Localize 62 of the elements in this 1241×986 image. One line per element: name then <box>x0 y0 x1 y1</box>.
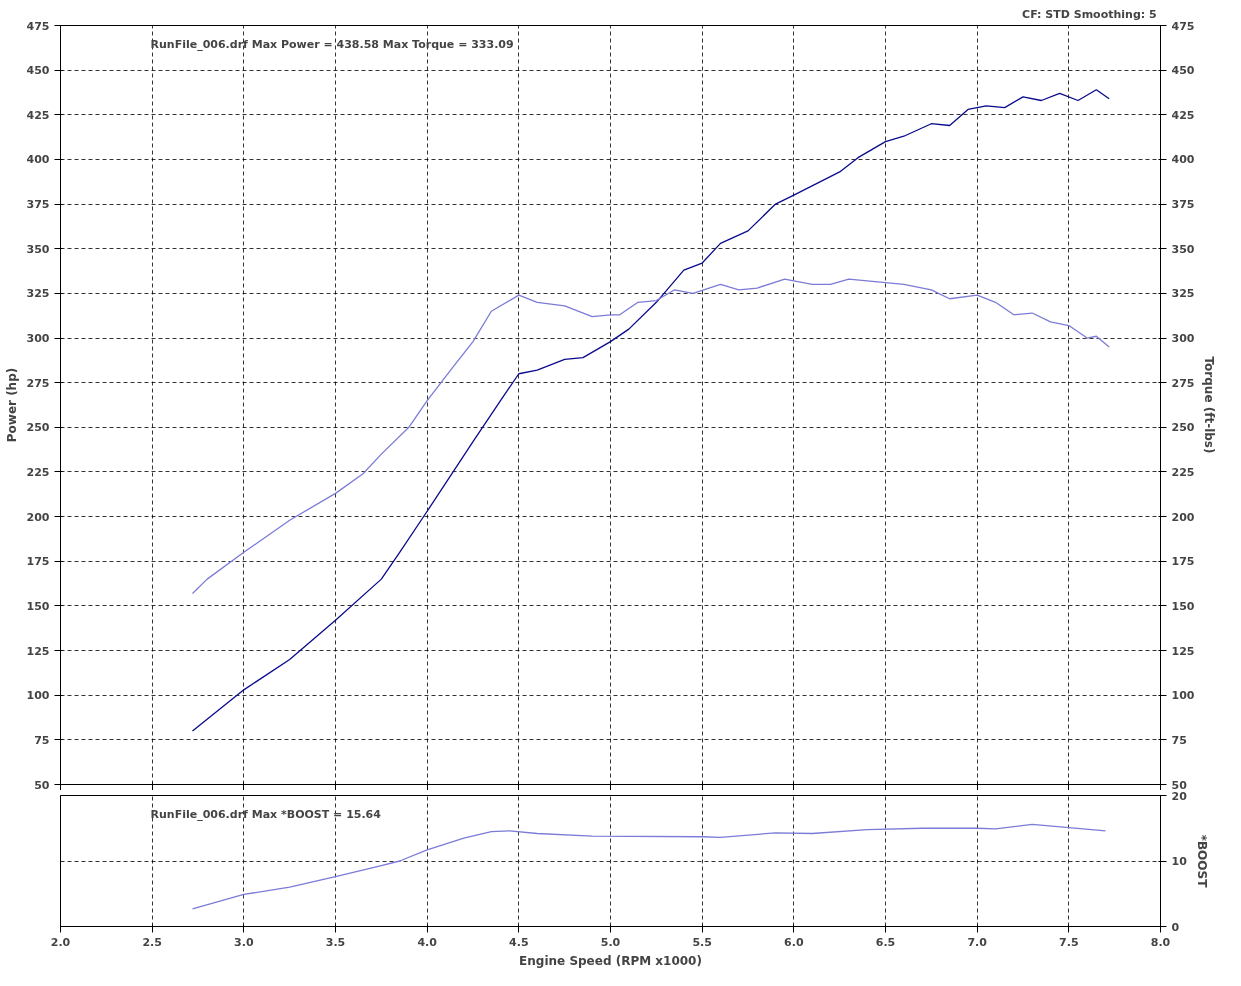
y2-tick-label: 225 <box>1171 465 1195 479</box>
x-tick-label: 3.0 <box>234 935 254 949</box>
y-tick-label: 475 <box>26 19 50 33</box>
y2-tick-label: 200 <box>1171 510 1195 524</box>
x-tick-label: 6.0 <box>784 935 804 949</box>
y-tick-label: 50 <box>34 778 50 792</box>
x-tick-label: 8.0 <box>1150 935 1171 949</box>
x-axis-title: Engine Speed (RPM x1000) <box>519 953 702 968</box>
y2-tick-label: 100 <box>1171 689 1195 703</box>
y2-tick-label: 325 <box>1171 287 1195 301</box>
y-tick-label: 350 <box>26 242 50 256</box>
x-tick-label: 2.0 <box>50 935 71 949</box>
text: CF: STD Smoothing: 5 <box>1022 7 1157 21</box>
x-tick-label: 7.0 <box>967 935 988 949</box>
y2-tick-label: 0 <box>1171 920 1180 934</box>
y2-tick-label: 125 <box>1171 644 1195 658</box>
y-tick-label: 150 <box>26 599 50 613</box>
y2-tick-label: 425 <box>1171 108 1195 122</box>
y-tick-label: 300 <box>26 332 50 346</box>
y-tick-label: 375 <box>26 198 50 212</box>
y2-tick-label: 475 <box>1171 19 1195 33</box>
y-tick-label: 75 <box>34 733 50 747</box>
y2-tick-label: 150 <box>1171 599 1195 613</box>
y-tick-label: 325 <box>26 287 50 301</box>
x-tick-label: 2.5 <box>142 935 162 949</box>
y2-tick-label: 375 <box>1171 198 1195 212</box>
y-tick-label: 200 <box>26 510 50 524</box>
y-tick-label: 275 <box>26 376 50 390</box>
y2-axis-title: *BOOST <box>1194 834 1209 889</box>
x-tick-label: 3.5 <box>325 935 346 949</box>
y2-tick-label: 75 <box>1171 733 1187 747</box>
y2-tick-label: 400 <box>1171 153 1195 167</box>
y-tick-label: 225 <box>26 465 50 479</box>
y2-tick-label: 350 <box>1171 242 1195 256</box>
y-tick-label: 100 <box>26 689 50 703</box>
x-tick-label: 7.5 <box>1059 935 1079 949</box>
y2-tick-label: 20 <box>1171 789 1188 803</box>
x-tick-label: 4.5 <box>509 935 529 949</box>
y2-tick-label: 275 <box>1171 376 1195 390</box>
x-tick-label: 5.0 <box>600 935 621 949</box>
annotation: RunFile_006.drf Max *BOOST = 15.64 <box>150 807 382 821</box>
y-tick-label: 250 <box>26 421 50 435</box>
line-series <box>191 823 1107 910</box>
y2-tick-label: 50 <box>1171 778 1188 792</box>
line-series <box>191 278 1110 595</box>
y-tick-label: 175 <box>26 555 50 569</box>
y-tick-label: 400 <box>26 153 50 167</box>
y2-tick-label: 175 <box>1171 555 1195 569</box>
y2-tick-label: 10 <box>1171 855 1188 868</box>
y-tick-label: 425 <box>26 108 50 122</box>
y2-tick-label: 300 <box>1171 332 1195 346</box>
x-tick-label: 6.5 <box>875 935 896 949</box>
y2-tick-label: 450 <box>1171 64 1195 78</box>
x-tick-label: 5.5 <box>692 935 712 949</box>
line-series <box>191 89 1110 732</box>
y-tick-label: 450 <box>26 64 50 78</box>
x-tick-label: 4.0 <box>417 935 438 949</box>
y-axis-title: Power (hp) <box>4 367 19 443</box>
y2-tick-label: 250 <box>1171 421 1195 435</box>
y2-axis-title: Torque (ft-lbs) <box>1202 356 1217 454</box>
annotation: RunFile_006.drf Max Power = 438.58 Max Torque = 333.09 <box>150 37 514 51</box>
y-tick-label: 125 <box>26 644 50 658</box>
